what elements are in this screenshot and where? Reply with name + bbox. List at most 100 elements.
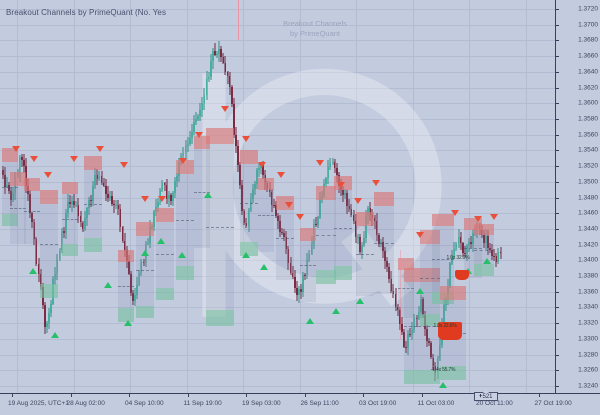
candle <box>354 214 357 243</box>
candle <box>20 154 23 167</box>
sell-signal-marker <box>96 146 104 152</box>
candle <box>279 214 281 238</box>
sell-signal-marker <box>242 136 250 142</box>
candle <box>470 236 472 248</box>
time-tick <box>129 394 130 397</box>
price-tick <box>556 323 559 325</box>
sell-signal-marker <box>285 202 293 208</box>
candle <box>60 227 63 254</box>
sell-signal-marker <box>141 196 149 202</box>
sell-signal-marker <box>120 162 128 168</box>
candle <box>411 321 414 340</box>
candle <box>216 51 218 58</box>
sell-signal-marker <box>416 232 424 238</box>
time-tick <box>363 394 364 397</box>
price-tick-label: 1.3400 <box>578 256 598 264</box>
time-tick-label: 28 Aug 02:00 <box>66 400 105 407</box>
candle <box>188 131 191 147</box>
sell-signal-marker <box>30 156 38 162</box>
time-axis[interactable]: +521 19 Aug 2025, UTC+1 28 Aug 02:00 04 Se… <box>0 389 600 415</box>
candle <box>251 184 254 203</box>
candle <box>176 173 178 187</box>
channel-percent-label: 1.0x 32.0% <box>446 255 470 261</box>
candle <box>207 71 210 83</box>
breakout-channel-zone <box>62 182 78 256</box>
price-axis[interactable]: 1.3720 1.3700 1.3680 1.3660 1.3640 1.3620 1.36… <box>555 0 600 394</box>
candle <box>457 229 460 248</box>
candle <box>174 177 176 198</box>
sell-signal-marker <box>354 198 362 204</box>
candle <box>182 146 185 161</box>
candle <box>335 162 338 182</box>
candle <box>113 200 115 214</box>
candle <box>153 210 155 232</box>
candle <box>249 193 252 212</box>
candle <box>386 256 388 273</box>
time-tick <box>538 394 540 397</box>
buy-signal-marker <box>439 382 447 388</box>
price-tick <box>556 181 559 183</box>
price-tick <box>556 71 559 73</box>
candle <box>100 171 103 186</box>
candle <box>92 181 94 206</box>
candle <box>258 162 260 178</box>
candle <box>419 295 422 319</box>
candle <box>331 158 334 166</box>
candle <box>283 229 286 242</box>
candle <box>298 285 300 303</box>
breakout-channel-zone <box>84 156 102 252</box>
candle <box>426 325 428 348</box>
price-tick-label: 1.3580 <box>578 115 598 123</box>
sell-signal-marker <box>337 182 345 188</box>
price-tick-label: 1.3240 <box>578 382 598 390</box>
candle <box>472 228 475 252</box>
candle <box>123 233 126 257</box>
candle <box>228 71 231 95</box>
price-tick <box>556 118 559 120</box>
sell-signal-marker <box>372 180 380 186</box>
candle <box>344 189 346 200</box>
candle <box>184 139 187 161</box>
sell-signal-marker <box>158 196 166 202</box>
breakout-channel-zone <box>316 186 336 284</box>
candle <box>142 259 145 267</box>
buy-signal-marker <box>483 258 491 264</box>
candle <box>77 197 80 224</box>
vertical-marker-line <box>238 0 239 40</box>
candle <box>58 247 61 261</box>
candle <box>86 206 88 226</box>
sell-signal-marker <box>221 106 229 112</box>
candle <box>403 328 405 348</box>
candle <box>96 169 99 186</box>
price-tick-label: 1.3340 <box>578 303 598 311</box>
candlestick-plot[interactable]: 1.0x 32.0% 1.0x 22.6% -1.4x 55.7% <box>0 0 556 394</box>
time-tick <box>480 394 481 397</box>
candle <box>319 191 321 219</box>
candle <box>39 268 42 291</box>
sell-signal-marker <box>277 172 285 178</box>
candle <box>461 241 464 257</box>
breakout-channel-zone <box>10 172 26 244</box>
candle <box>48 307 50 330</box>
candle <box>306 253 309 280</box>
candle <box>214 43 216 57</box>
price-tick-label: 1.3500 <box>578 178 598 186</box>
buy-signal-marker <box>204 192 212 198</box>
candle <box>115 199 118 209</box>
candle <box>241 180 244 216</box>
candle <box>226 70 229 84</box>
candle <box>453 241 456 260</box>
time-tick <box>70 394 72 397</box>
candle <box>12 187 15 203</box>
candle <box>489 243 491 254</box>
candle <box>130 270 132 297</box>
buy-signal-marker <box>306 318 314 324</box>
price-tick <box>556 307 559 309</box>
candle <box>83 210 86 231</box>
candle <box>245 217 248 229</box>
breakout-channel-zone <box>334 176 352 280</box>
candle <box>342 186 344 203</box>
candle <box>438 338 441 362</box>
price-tick-label: 1.3280 <box>578 351 598 359</box>
price-tick <box>556 228 559 230</box>
